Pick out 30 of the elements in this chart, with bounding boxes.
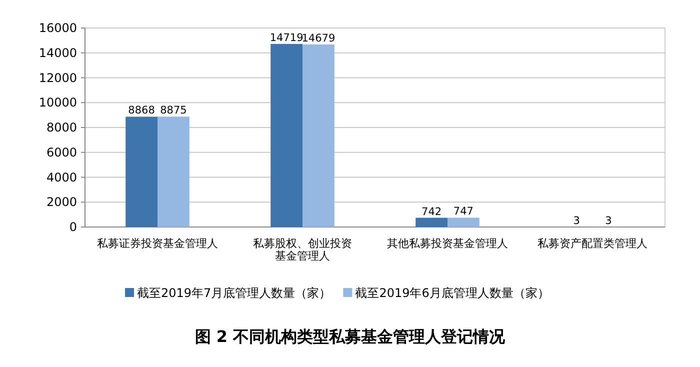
bar (158, 116, 190, 227)
data-label: 8868 (128, 104, 155, 117)
data-label: 8875 (160, 104, 187, 117)
data-label: 14719 (270, 32, 304, 44)
bar (302, 44, 334, 227)
y-tick-label: 2000 (46, 195, 77, 210)
legend-label: 截至2019年7月底管理人数量（家） (137, 286, 332, 300)
y-tick-label: 12000 (38, 70, 77, 85)
y-tick-label: 10000 (38, 96, 77, 110)
data-label: 14679 (302, 32, 336, 44)
text: 图 2 不同机构类型私募基金管理人登记情况 (194, 327, 506, 346)
bar (416, 218, 448, 227)
x-tick-label: 私募资产配置类管理人 (538, 237, 648, 250)
y-tick-label: 6000 (46, 145, 77, 160)
y-tick-label: 16000 (38, 21, 77, 35)
data-label: 747 (453, 206, 474, 218)
bar (270, 44, 302, 227)
y-tick-label: 14000 (38, 46, 77, 60)
y-tick-label: 0 (69, 220, 77, 234)
bar (126, 116, 158, 227)
data-label: 3 (605, 214, 612, 227)
legend-label: 截至2019年6月底管理人数量（家） (355, 286, 550, 300)
y-tick-label: 8000 (46, 120, 77, 134)
bar (448, 218, 480, 227)
data-label: 742 (422, 206, 442, 218)
y-tick-label: 4000 (46, 170, 77, 184)
x-tick-label: 私募证券投资基金管理人 (97, 237, 218, 250)
x-tick-label: 其他私募投资基金管理人 (387, 237, 508, 250)
data-label: 3 (573, 214, 580, 227)
x-tick-label: 私募股权、创业投资基金管理人 (253, 237, 352, 263)
